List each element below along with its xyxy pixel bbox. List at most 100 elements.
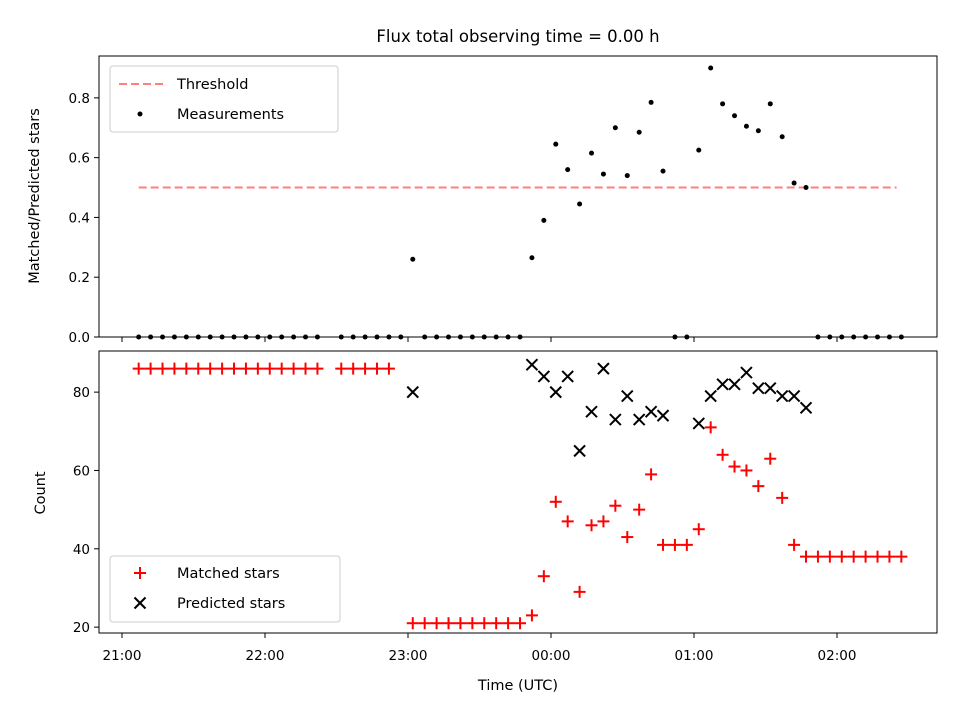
predicted-star-marker <box>764 382 777 395</box>
matched-star-markers <box>132 362 908 630</box>
matched-star-marker <box>228 362 241 375</box>
predicted-star-marker <box>775 389 789 403</box>
measurement-point <box>565 167 571 173</box>
bottom-legend: Matched stars Predicted stars <box>109 555 341 623</box>
measurement-point <box>624 173 630 179</box>
x-tick-label: 22:00 <box>246 648 285 664</box>
matched-star-marker <box>597 515 610 528</box>
predicted-star-marker <box>585 405 598 418</box>
matched-star-marker <box>132 362 145 375</box>
predicted-marker-stroke <box>740 366 753 379</box>
matched-star-marker <box>490 617 503 630</box>
predicted-marker-stroke <box>787 389 801 403</box>
predicted-star-marker <box>656 409 670 422</box>
matched-star-marker <box>859 550 872 563</box>
bottom-y-tick-label: 80 <box>73 385 90 401</box>
measurement-point <box>612 125 618 131</box>
measurement-point <box>755 128 761 134</box>
predicted-marker-stroke <box>585 405 598 418</box>
matched-star-marker <box>752 480 765 493</box>
matched-star-marker <box>180 362 193 375</box>
measurement-point <box>696 147 702 153</box>
matched-star-marker <box>168 362 181 375</box>
predicted-star-marker <box>597 362 610 375</box>
predicted-marker-stroke <box>609 413 622 426</box>
matched-star-marker <box>549 495 562 508</box>
matched-star-marker <box>466 617 479 630</box>
matched-star-marker <box>359 362 372 375</box>
top-plot-frame <box>98 55 938 338</box>
matched-star-marker <box>680 538 693 551</box>
matched-star-marker <box>847 550 860 563</box>
matched-star-marker <box>645 468 658 481</box>
predicted-star-marker <box>632 413 646 426</box>
bottom-y-tick-label: 40 <box>73 542 90 558</box>
measurement-point <box>708 65 714 71</box>
matched-star-marker <box>382 362 395 375</box>
predicted-marker-stroke <box>632 413 646 426</box>
matched-star-marker <box>156 362 169 375</box>
predicted-marker-stroke <box>704 389 717 403</box>
predicted-star-marker <box>704 389 717 403</box>
bottom-legend-frame <box>109 555 341 623</box>
matched-star-marker <box>728 460 741 473</box>
top-y-ticks: 0.0 0.2 0.4 0.6 0.8 <box>69 91 99 346</box>
x-tick-label: 00:00 <box>532 648 571 664</box>
matched-star-marker <box>287 362 300 375</box>
matched-star-marker <box>764 452 777 465</box>
predicted-star-marker <box>561 370 574 383</box>
predicted-star-marker <box>525 358 539 371</box>
top-y-tick-label: 0.0 <box>69 330 90 346</box>
predicted-star-marker <box>549 385 562 399</box>
matched-star-marker <box>263 362 276 375</box>
measurement-point <box>732 113 738 119</box>
x-tick-label: 23:00 <box>389 648 428 664</box>
matched-star-marker <box>895 550 908 563</box>
matched-legend-swatch <box>134 567 146 579</box>
predicted-star-marker <box>621 389 634 403</box>
predicted-marker-stroke <box>549 385 562 399</box>
predicted-star-marker <box>406 385 419 399</box>
predicted-marker-stroke <box>752 382 765 395</box>
predicted-star-marker <box>799 401 813 414</box>
predicted-star-marker <box>740 366 753 379</box>
matched-star-marker <box>811 550 824 563</box>
predicted-marker-stroke <box>573 444 586 458</box>
matched-star-marker <box>788 538 801 551</box>
predicted-star-markers <box>406 358 813 458</box>
measurement-point <box>743 123 749 129</box>
x-tick-label: 02:00 <box>818 648 857 664</box>
matched-star-marker <box>883 550 896 563</box>
matched-star-marker <box>192 362 205 375</box>
measurement-point <box>541 217 547 223</box>
matched-star-marker <box>514 617 527 630</box>
matched-legend-label: Matched stars <box>177 566 280 582</box>
matched-star-marker <box>347 362 360 375</box>
top-y-axis-label: Matched/Predicted stars <box>27 108 43 284</box>
measurement-point <box>779 134 785 140</box>
bottom-x-ticks: 21:00 22:00 23:00 00:00 01:00 02:00 <box>103 633 857 664</box>
matched-star-marker <box>561 515 574 528</box>
predicted-star-marker <box>537 370 551 383</box>
top-legend: Threshold Measurements <box>109 65 339 133</box>
measurement-point <box>600 171 606 177</box>
x-tick-label: 21:00 <box>103 648 142 664</box>
predicted-marker-stroke <box>764 382 777 395</box>
matched-star-marker <box>704 421 717 434</box>
predicted-marker-stroke <box>775 389 789 403</box>
matched-star-marker <box>478 617 491 630</box>
matched-star-marker <box>311 362 324 375</box>
predicted-marker-stroke <box>597 362 610 375</box>
top-y-tick-label: 0.6 <box>69 151 90 167</box>
matched-star-marker <box>668 538 681 551</box>
predicted-marker-stroke <box>716 378 729 391</box>
matched-star-marker <box>275 362 288 375</box>
matched-star-marker <box>537 570 550 583</box>
measurement-point <box>410 256 416 262</box>
matched-star-marker <box>621 531 634 544</box>
matched-star-marker <box>585 519 598 532</box>
matched-star-marker <box>216 362 229 375</box>
top-x-ticks <box>121 337 838 342</box>
predicted-legend-swatch <box>133 596 147 610</box>
